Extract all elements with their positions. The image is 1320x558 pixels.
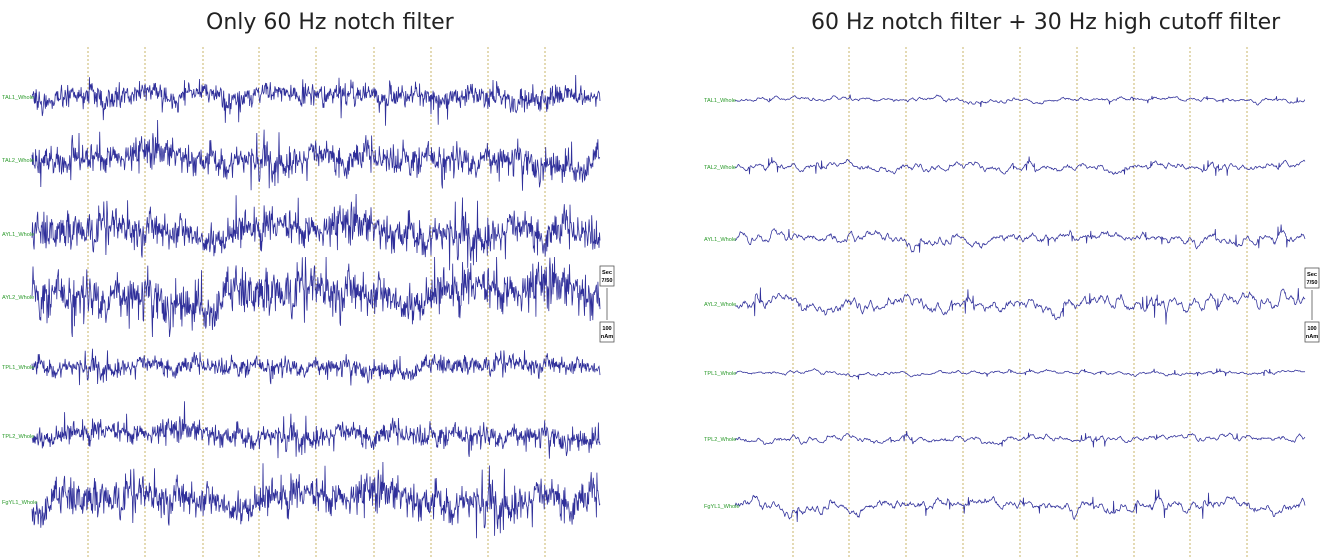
channel-label: TAL2_Whole <box>704 165 736 171</box>
channel-label: TPL1_Whole <box>2 365 34 371</box>
eeg-trace-tal2-whole <box>31 119 601 191</box>
right-eeg-traces <box>734 94 1306 523</box>
channel-label: TAL1_Whole <box>704 98 736 104</box>
right-time-gridlines <box>792 47 1248 558</box>
channel-label: TPL1_Whole <box>704 371 736 377</box>
left-panel-title: Only 60 Hz notch filter <box>206 10 454 35</box>
time-unit-label: Sec <box>1307 272 1317 278</box>
eeg-trace-ayl2-whole <box>31 256 601 338</box>
eeg-trace-ayl1-whole <box>31 193 601 271</box>
left-time-gridlines <box>87 47 546 558</box>
right-panel-title: 60 Hz notch filter + 30 Hz high cutoff f… <box>811 10 1281 35</box>
eeg-trace-tal2-whole <box>734 156 1306 176</box>
eeg-trace-ayl1-whole <box>734 224 1306 253</box>
time-scale-box <box>599 265 615 287</box>
channel-label: TPL2_Whole <box>2 434 34 440</box>
eeg-trace-tpl2-whole <box>734 430 1306 448</box>
amplitude-scale-box <box>1304 321 1320 343</box>
time-unit-label: Sec <box>602 270 612 276</box>
time-scale-box <box>1304 267 1320 289</box>
channel-label: TAL1_Whole <box>2 95 34 101</box>
time-value-label: 7/50 <box>602 278 613 284</box>
amplitude-value-label: 100 <box>602 326 611 332</box>
eeg-trace-tal1-whole <box>734 94 1305 107</box>
eeg-trace-fgyl1-whole <box>734 489 1306 523</box>
channel-label: TAL2_Whole <box>2 158 34 164</box>
channel-label: FgYL1_Whole <box>704 504 739 510</box>
right-channel-labels: TAL1_Whole TAL2_Whole AYL1_Whole AYL2_Whole… <box>704 98 739 510</box>
channel-label: FgYL1_Whole <box>2 500 37 506</box>
channel-label: AYL2_Whole <box>2 295 34 301</box>
time-value-label: 7/50 <box>1307 280 1318 286</box>
right-scale-bar: Sec 7/50 100 nAm <box>1304 267 1320 343</box>
amplitude-scale-box <box>599 321 615 343</box>
amplitude-unit-label: nAm <box>601 334 613 340</box>
channel-label: AYL2_Whole <box>704 302 736 308</box>
amplitude-value-label: 100 <box>1307 326 1316 332</box>
eeg-trace-tpl2-whole <box>31 401 601 459</box>
eeg-trace-tpl1-whole <box>734 368 1306 380</box>
eeg-trace-ayl2-whole <box>734 287 1306 325</box>
left-channel-labels: TAL1_Whole TAL2_Whole AYL1_Whole AYL2_Whole… <box>2 95 37 506</box>
channel-label: AYL1_Whole <box>704 237 736 243</box>
eeg-trace-tpl1-whole <box>31 348 601 386</box>
channel-label: AYL1_Whole <box>2 232 34 238</box>
amplitude-unit-label: nAm <box>1306 334 1318 340</box>
eeg-trace-fgyl1-whole <box>31 461 601 539</box>
left-eeg-traces <box>31 74 601 539</box>
eeg-trace-tal1-whole <box>31 74 601 126</box>
channel-label: TPL2_Whole <box>704 437 736 443</box>
left-scale-bar: Sec 7/50 100 nAm <box>599 265 615 343</box>
